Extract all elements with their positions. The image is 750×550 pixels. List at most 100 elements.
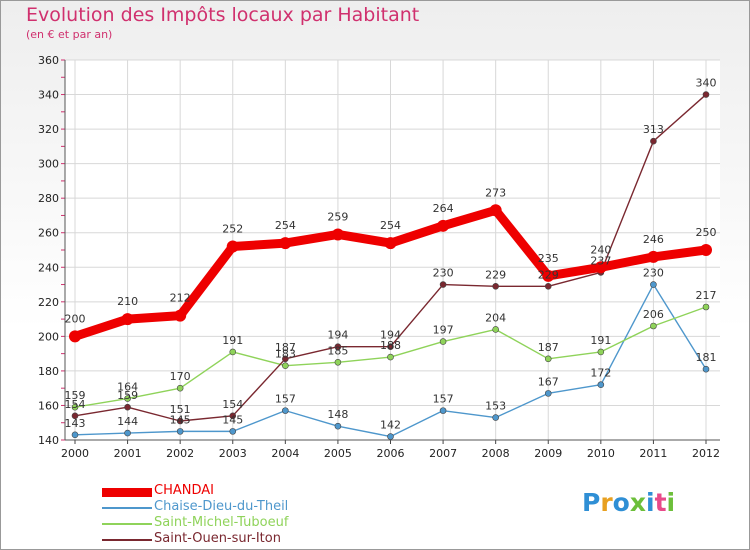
- data-label-chaise-dieu-du-theil-2006: 142: [380, 419, 401, 432]
- legend-item-saint-michel-tuboeuf: Saint-Michel-Tuboeuf: [102, 515, 362, 532]
- point-saint-michel-tuboeuf-2012: [702, 303, 710, 311]
- data-label-chaise-dieu-du-theil-2011: 230: [643, 267, 664, 280]
- point-saint-michel-tuboeuf-2006: [387, 353, 394, 361]
- point-chandai-2008: [489, 204, 502, 217]
- point-chandai-2011: [647, 250, 660, 263]
- data-label-saint-ouen-sur-iton-2001: 159: [117, 389, 138, 402]
- data-label-saint-ouen-sur-iton-2011: 313: [643, 123, 664, 136]
- data-label-chaise-dieu-du-theil-2010: 172: [590, 367, 611, 380]
- legend-item-saint-ouen-sur-iton: Saint-Ouen-sur-Iton: [102, 531, 362, 548]
- point-saint-ouen-sur-iton-2006: [387, 343, 394, 351]
- point-saint-michel-tuboeuf-2004: [282, 362, 289, 370]
- point-chaise-dieu-du-theil-2009: [544, 390, 552, 397]
- x-tick-label-2008: 2008: [482, 447, 510, 460]
- point-saint-ouen-sur-iton-2003: [229, 412, 237, 420]
- legend-swatch-saint-ouen-sur-iton: [102, 539, 152, 541]
- legend-label-saint-michel-tuboeuf: Saint-Michel-Tuboeuf: [154, 515, 289, 530]
- data-label-chaise-dieu-du-theil-2012: 181: [696, 351, 717, 364]
- y-tick-label-220: 220: [38, 296, 59, 309]
- logo-letter-6: i: [666, 488, 676, 517]
- data-label-saint-ouen-sur-iton-2007: 230: [433, 267, 454, 280]
- point-chaise-dieu-du-theil-2012: [702, 365, 710, 373]
- data-label-chandai-2010: 240: [590, 243, 611, 256]
- logo-letter-2: o: [612, 488, 630, 517]
- data-label-saint-michel-tuboeuf-2007: 197: [433, 324, 454, 337]
- data-label-chaise-dieu-du-theil-2009: 167: [538, 375, 559, 388]
- data-label-chandai-2011: 246: [643, 233, 664, 246]
- legend-item-chandai: CHANDAI: [102, 483, 362, 500]
- point-chaise-dieu-du-theil-2004: [282, 407, 289, 414]
- point-chaise-dieu-du-theil-2010: [597, 381, 605, 389]
- point-saint-ouen-sur-iton-2005: [334, 343, 342, 351]
- data-label-saint-michel-tuboeuf-2003: 191: [222, 334, 243, 347]
- series-layer: [69, 91, 712, 440]
- data-label-chandai-2008: 273: [485, 186, 506, 199]
- point-chandai-2002: [174, 309, 187, 322]
- x-tick-label-2011: 2011: [639, 447, 667, 460]
- chart-title: Evolution des Impôts locaux par Habitant: [26, 4, 420, 26]
- data-label-chaise-dieu-du-theil-2002: 145: [170, 413, 191, 426]
- grid-layer: [65, 59, 720, 441]
- data-label-chaise-dieu-du-theil-2004: 157: [275, 393, 296, 406]
- point-chandai-2010: [594, 261, 607, 274]
- data-label-chaise-dieu-du-theil-2008: 153: [485, 400, 506, 413]
- point-saint-michel-tuboeuf-2009: [544, 355, 552, 363]
- point-chaise-dieu-du-theil-2006: [387, 433, 394, 440]
- point-chaise-dieu-du-theil-2003: [229, 428, 237, 435]
- legend-label-chaise-dieu-du-theil: Chaise-Dieu-du-Theil: [154, 499, 289, 514]
- data-label-chandai-2000: 200: [65, 312, 86, 325]
- point-saint-michel-tuboeuf-2008: [492, 326, 499, 333]
- legend-swatch-chaise-dieu-du-theil: [102, 507, 152, 509]
- point-saint-michel-tuboeuf-2010: [597, 348, 605, 356]
- point-saint-michel-tuboeuf-2005: [334, 358, 342, 366]
- legend: CHANDAI Chaise-Dieu-du-Theil Saint-Miche…: [102, 483, 362, 548]
- point-saint-michel-tuboeuf-2011: [650, 322, 657, 330]
- x-tick-label-2006: 2006: [377, 447, 405, 460]
- x-tick-label-2000: 2000: [61, 447, 89, 460]
- logo-letter-0: P: [582, 488, 601, 517]
- legend-label-chandai: CHANDAI: [154, 483, 214, 498]
- data-label-saint-ouen-sur-iton-2005: 194: [327, 329, 348, 342]
- point-chandai-2005: [331, 228, 344, 241]
- x-tick-label-2002: 2002: [166, 447, 194, 460]
- x-tick-label-2001: 2001: [114, 447, 142, 460]
- plot-area: [65, 60, 720, 440]
- data-label-saint-michel-tuboeuf-2010: 191: [590, 334, 611, 347]
- data-label-saint-ouen-sur-iton-2008: 229: [485, 268, 506, 281]
- point-chaise-dieu-du-theil-2011: [650, 281, 657, 288]
- point-chandai-2004: [279, 237, 292, 250]
- legend-item-chaise-dieu-du-theil: Chaise-Dieu-du-Theil: [102, 499, 362, 516]
- data-label-saint-ouen-sur-iton-2003: 154: [222, 398, 243, 411]
- point-chaise-dieu-du-theil-2001: [124, 429, 131, 437]
- point-saint-ouen-sur-iton-2000: [71, 412, 79, 420]
- y-tick-label-320: 320: [38, 123, 59, 136]
- data-label-saint-michel-tuboeuf-2002: 170: [170, 370, 191, 383]
- data-label-chandai-2001: 210: [117, 295, 138, 308]
- point-saint-michel-tuboeuf-2001: [124, 395, 131, 402]
- data-label-saint-michel-tuboeuf-2011: 206: [643, 308, 664, 321]
- data-label-chaise-dieu-du-theil-2001: 144: [117, 415, 138, 428]
- point-chandai-2012: [700, 244, 712, 256]
- point-saint-michel-tuboeuf-2003: [229, 348, 237, 356]
- point-saint-ouen-sur-iton-2012: [702, 91, 710, 98]
- data-label-chandai-2007: 264: [433, 202, 454, 215]
- data-label-chandai-2009: 235: [538, 252, 559, 265]
- point-chandai-2000: [69, 330, 81, 343]
- x-tick-label-2009: 2009: [534, 447, 562, 460]
- data-label-chaise-dieu-du-theil-2000: 143: [65, 417, 86, 430]
- data-label-saint-michel-tuboeuf-2001: 164: [117, 381, 138, 394]
- logo-letter-5: t: [654, 488, 667, 517]
- point-chaise-dieu-du-theil-2008: [492, 414, 499, 421]
- data-label-saint-ouen-sur-iton-2004: 187: [275, 341, 296, 354]
- point-saint-ouen-sur-iton-2001: [124, 403, 131, 411]
- data-label-saint-ouen-sur-iton-2002: 151: [170, 403, 191, 416]
- y-tick-label-280: 280: [38, 192, 59, 205]
- data-label-saint-michel-tuboeuf-2000: 159: [65, 389, 86, 402]
- y-tick-label-160: 160: [38, 399, 59, 412]
- point-saint-michel-tuboeuf-2002: [176, 384, 184, 392]
- point-chandai-2009: [542, 269, 555, 282]
- data-label-saint-ouen-sur-iton-2010: 237: [590, 254, 611, 267]
- logo-letter-1: r: [600, 488, 613, 517]
- point-saint-ouen-sur-iton-2008: [492, 282, 499, 290]
